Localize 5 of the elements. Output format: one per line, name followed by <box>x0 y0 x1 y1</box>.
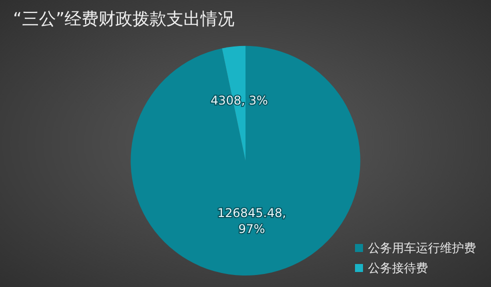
legend-label: 公务接待费 <box>368 261 428 275</box>
legend-label: 公务用车运行维护费 <box>368 241 476 255</box>
data-label: 4308, 3% <box>210 94 268 108</box>
data-label: 126845.48, 97% <box>217 206 286 236</box>
chart-title: “三公”经费财政拨款支出情况 <box>13 10 235 30</box>
